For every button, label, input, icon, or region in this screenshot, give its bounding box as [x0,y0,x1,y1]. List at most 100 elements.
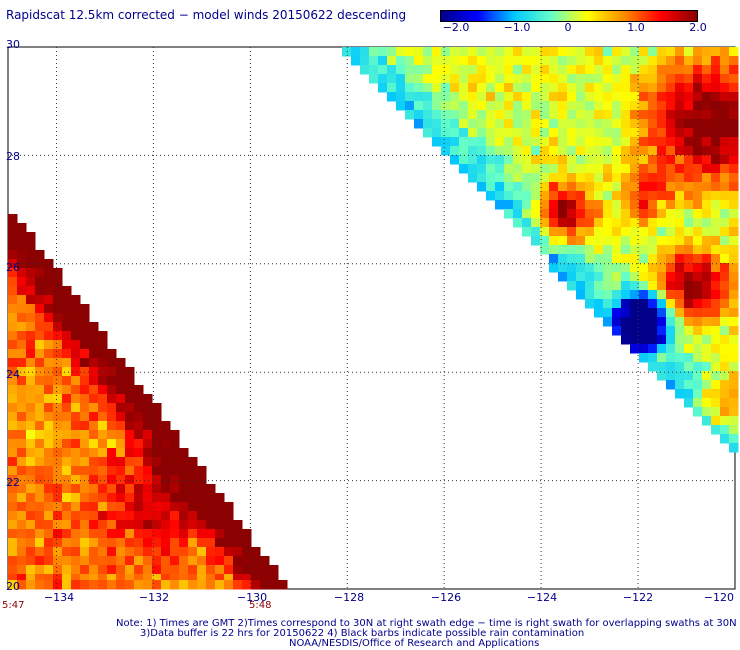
swath-cell [17,241,27,251]
swath-cell [125,520,135,530]
swath-cell [116,448,126,458]
swath-cell [585,119,595,129]
swath-cell [621,74,631,84]
swath-cell [206,538,216,548]
swath-cell [639,317,649,327]
swath-cell [495,110,505,120]
swath-cell [612,245,622,255]
swath-cell [107,385,117,395]
swath-cell [666,182,676,192]
swath-cell [693,263,703,273]
swath-cell [71,439,81,449]
swath-cell [522,200,532,210]
swath-cell [152,457,162,467]
swath-cell [558,56,568,66]
swath-cell [648,200,658,210]
swath-cell [125,493,135,503]
swath-cell [684,74,694,84]
swath-cell [576,110,586,120]
swath-cell [405,56,415,66]
swath-cell [35,580,45,590]
swath-cell [621,263,631,273]
swath-cell [630,245,640,255]
swath-cell [576,281,586,291]
swath-cell [693,119,703,129]
swath-cell [107,394,117,404]
swath-cell [152,565,162,575]
swath-cell [675,101,685,111]
swath-cell [630,74,640,84]
swath-cell [495,119,505,129]
swath-cell [179,448,189,458]
swath-cell [369,65,379,75]
swath-cell [215,502,225,512]
swath-cell [531,137,541,147]
swath-cell [720,236,730,246]
swath-cell [107,403,117,413]
swath-cell [8,448,18,458]
swath-cell [468,155,478,165]
swath-cell [702,299,712,309]
swath-cell [432,128,442,138]
swath-cell [143,421,153,431]
swath-cell [513,218,523,228]
swath-cell [567,209,577,219]
swath-cell [179,580,189,590]
swath-cell [720,173,730,183]
swath-cell [152,520,162,530]
swath-cell [504,83,514,93]
swath-cell [125,394,135,404]
swath-cell [504,164,514,174]
swath-cell [134,430,144,440]
swath-cell [504,101,514,111]
swath-cell [53,439,63,449]
swath-cell [62,304,72,314]
swath-cell [531,92,541,102]
swath-cell [215,547,225,557]
swath-cell [170,574,180,584]
swath-cell [8,223,18,233]
swath-cell [80,547,90,557]
swath-cell [666,47,676,57]
swath-cell [53,448,63,458]
swath-cell [495,56,505,66]
swath-cell [648,182,658,192]
swath-cell [477,128,487,138]
swath-cell [612,317,622,327]
swath-cell [504,155,514,165]
swath-cell [17,421,27,431]
swath-cell [666,128,676,138]
swath-cell [612,164,622,174]
swath-cell [80,394,90,404]
swath-cell [405,110,415,120]
swath-cell [513,146,523,156]
swath-cell [702,371,712,381]
swath-cell [116,457,126,467]
swath-cell [116,574,126,584]
swath-cell [495,65,505,75]
swath-cell [71,358,81,368]
swath-cell [531,191,541,201]
swath-cell [666,146,676,156]
swath-cell [666,317,676,327]
swath-cell [170,520,180,530]
swath-cell [206,502,216,512]
swath-cell [107,565,117,575]
swath-cell [702,182,712,192]
swath-cell [684,299,694,309]
swath-cell [657,155,667,165]
swath-cell [684,155,694,165]
swath-cell [62,421,72,431]
swath-cell [116,565,126,575]
swath-cell [639,263,649,273]
swath-cell [675,299,685,309]
swath-cell [630,236,640,246]
swath-cell [44,322,54,332]
swath-cell [711,164,721,174]
swath-cell [98,367,108,377]
swath-cell [134,475,144,485]
swath-cell [540,164,550,174]
swath-cell [603,254,613,264]
swath-cell [459,74,469,84]
swath-cell [89,349,99,359]
